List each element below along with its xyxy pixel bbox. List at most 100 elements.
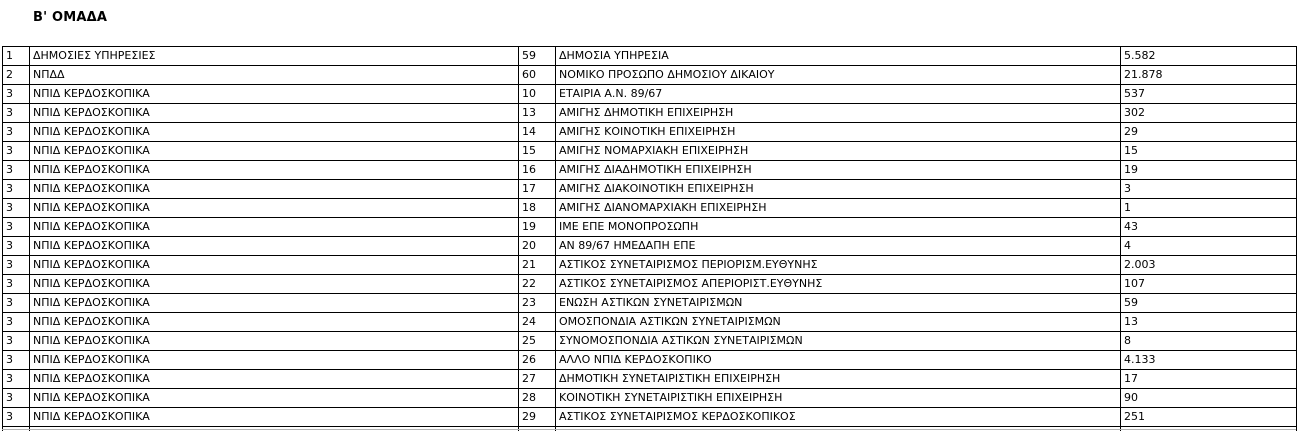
- cell-legal-form-code: 24: [518, 312, 556, 332]
- cell-legal-form-description: ΑΣΤΙΚΟΣ ΣΥΝΕΤΑΙΡΙΣΜΟΣ ΠΕΡΙΟΡΙΣΜ.ΕΥΘΥΝΗΣ: [555, 255, 1121, 275]
- cell-legal-form-description: ΑΛΛΟ ΝΠΙΔ ΚΕΡΔΟΣΚΟΠΙΚΟ: [555, 350, 1121, 370]
- cell-group-name: [29, 426, 519, 431]
- cell-count: 2.003: [1120, 255, 1297, 275]
- table-row: 3 ΝΠΙΔ ΚΕΡΔΟΣΚΟΠΙΚΑ 20 ΑΝ 89/67 ΗΜΕΔΑΠΗ …: [2, 236, 1297, 256]
- cell-group-name: ΝΠΙΔ ΚΕΡΔΟΣΚΟΠΙΚΑ: [29, 198, 519, 218]
- cell-count: 21.878: [1120, 65, 1297, 85]
- cell-group-number: 1: [2, 46, 30, 66]
- table-row: 2 ΝΠΔΔ 60 ΝΟΜΙΚΟ ΠΡΟΣΩΠΟ ΔΗΜΟΣΙΟΥ ΔΙΚΑΙΟ…: [2, 65, 1297, 85]
- cell-legal-form-code: 19: [518, 217, 556, 237]
- table-row-cutoff: [2, 426, 1297, 431]
- cell-legal-form-description: ΑΜΙΓΗΣ ΚΟΙΝΟΤΙΚΗ ΕΠΙΧΕΙΡΗΣΗ: [555, 122, 1121, 142]
- cell-legal-form-description: ΑΣΤΙΚΟΣ ΣΥΝΕΤΑΙΡΙΣΜΟΣ ΑΠΕΡΙΟΡΙΣΤ.ΕΥΘΥΝΗΣ: [555, 274, 1121, 294]
- cell-legal-form-code: 15: [518, 141, 556, 161]
- cell-legal-form-description: ΝΟΜΙΚΟ ΠΡΟΣΩΠΟ ΔΗΜΟΣΙΟΥ ΔΙΚΑΙΟΥ: [555, 65, 1121, 85]
- table-row: 3 ΝΠΙΔ ΚΕΡΔΟΣΚΟΠΙΚΑ 24 ΟΜΟΣΠΟΝΔΙΑ ΑΣΤΙΚΩ…: [2, 312, 1297, 332]
- cell-group-number: 3: [2, 103, 30, 123]
- cell-group-name: ΔΗΜΟΣΙΕΣ ΥΠΗΡΕΣΙΕΣ: [29, 46, 519, 66]
- cell-legal-form-code: 21: [518, 255, 556, 275]
- cell-legal-form-code: 10: [518, 84, 556, 104]
- cell-group-name: ΝΠΙΔ ΚΕΡΔΟΣΚΟΠΙΚΑ: [29, 141, 519, 161]
- cell-legal-form-description: ΑΜΙΓΗΣ ΔΙΑΝΟΜΑΡΧΙΑΚΗ ΕΠΙΧΕΙΡΗΣΗ: [555, 198, 1121, 218]
- cell-group-number: 3: [2, 84, 30, 104]
- cell-group-number: 3: [2, 160, 30, 180]
- cell-group-name: ΝΠΙΔ ΚΕΡΔΟΣΚΟΠΙΚΑ: [29, 293, 519, 313]
- cell-count: [1120, 426, 1297, 431]
- cell-group-name: ΝΠΙΔ ΚΕΡΔΟΣΚΟΠΙΚΑ: [29, 122, 519, 142]
- cell-group-number: 3: [2, 274, 30, 294]
- cell-legal-form-description: [555, 426, 1121, 431]
- cell-legal-form-code: 27: [518, 369, 556, 389]
- cell-legal-form-description: ΕΝΩΣΗ ΑΣΤΙΚΩΝ ΣΥΝΕΤΑΙΡΙΣΜΩΝ: [555, 293, 1121, 313]
- cell-group-name: ΝΠΙΔ ΚΕΡΔΟΣΚΟΠΙΚΑ: [29, 179, 519, 199]
- cell-group-number: 3: [2, 122, 30, 142]
- cell-group-number: 3: [2, 369, 30, 389]
- cell-legal-form-description: ΔΗΜΟΤΙΚΗ ΣΥΝΕΤΑΙΡΙΣΤΙΚΗ ΕΠΙΧΕΙΡΗΣΗ: [555, 369, 1121, 389]
- cell-legal-form-code: 13: [518, 103, 556, 123]
- cell-count: 4: [1120, 236, 1297, 256]
- cell-legal-form-description: ΔΗΜΟΣΙΑ ΥΠΗΡΕΣΙΑ: [555, 46, 1121, 66]
- cell-count: 302: [1120, 103, 1297, 123]
- cell-group-name: ΝΠΔΔ: [29, 65, 519, 85]
- cell-group-number: 3: [2, 312, 30, 332]
- table-row: 3 ΝΠΙΔ ΚΕΡΔΟΣΚΟΠΙΚΑ 15 ΑΜΙΓΗΣ ΝΟΜΑΡΧΙΑΚΗ…: [2, 141, 1297, 161]
- table-row: 3 ΝΠΙΔ ΚΕΡΔΟΣΚΟΠΙΚΑ 27 ΔΗΜΟΤΙΚΗ ΣΥΝΕΤΑΙΡ…: [2, 369, 1297, 389]
- cell-count: 1: [1120, 198, 1297, 218]
- cell-group-number: 3: [2, 293, 30, 313]
- cell-legal-form-code: 20: [518, 236, 556, 256]
- table-row: 3 ΝΠΙΔ ΚΕΡΔΟΣΚΟΠΙΚΑ 18 ΑΜΙΓΗΣ ΔΙΑΝΟΜΑΡΧΙ…: [2, 198, 1297, 218]
- cell-legal-form-code: 29: [518, 407, 556, 427]
- table-row: 3 ΝΠΙΔ ΚΕΡΔΟΣΚΟΠΙΚΑ 10 ΕΤΑΙΡΙΑ Α.Ν. 89/6…: [2, 84, 1297, 104]
- table-row: 3 ΝΠΙΔ ΚΕΡΔΟΣΚΟΠΙΚΑ 29 ΑΣΤΙΚΟΣ ΣΥΝΕΤΑΙΡΙ…: [2, 407, 1297, 427]
- table-row: 3 ΝΠΙΔ ΚΕΡΔΟΣΚΟΠΙΚΑ 13 ΑΜΙΓΗΣ ΔΗΜΟΤΙΚΗ Ε…: [2, 103, 1297, 123]
- table-row: 3 ΝΠΙΔ ΚΕΡΔΟΣΚΟΠΙΚΑ 22 ΑΣΤΙΚΟΣ ΣΥΝΕΤΑΙΡΙ…: [2, 274, 1297, 294]
- cell-legal-form-description: ΑΣΤΙΚΟΣ ΣΥΝΕΤΑΙΡΙΣΜΟΣ ΚΕΡΔΟΣΚΟΠΙΚΟΣ: [555, 407, 1121, 427]
- cell-count: 19: [1120, 160, 1297, 180]
- cell-legal-form-code: 59: [518, 46, 556, 66]
- cell-legal-form-code: 26: [518, 350, 556, 370]
- cell-group-number: 3: [2, 179, 30, 199]
- table-row: 3 ΝΠΙΔ ΚΕΡΔΟΣΚΟΠΙΚΑ 16 ΑΜΙΓΗΣ ΔΙΑΔΗΜΟΤΙΚ…: [2, 160, 1297, 180]
- table-row: 3 ΝΠΙΔ ΚΕΡΔΟΣΚΟΠΙΚΑ 19 ΙΜΕ ΕΠΕ ΜΟΝΟΠΡΟΣΩ…: [2, 217, 1297, 237]
- cell-count: 4.133: [1120, 350, 1297, 370]
- cell-group-name: ΝΠΙΔ ΚΕΡΔΟΣΚΟΠΙΚΑ: [29, 255, 519, 275]
- cell-count: 43: [1120, 217, 1297, 237]
- cell-count: 13: [1120, 312, 1297, 332]
- cell-count: 17: [1120, 369, 1297, 389]
- cell-legal-form-description: ΚΟΙΝΟΤΙΚΗ ΣΥΝΕΤΑΙΡΙΣΤΙΚΗ ΕΠΙΧΕΙΡΗΣΗ: [555, 388, 1121, 408]
- cell-count: 29: [1120, 122, 1297, 142]
- cell-count: 251: [1120, 407, 1297, 427]
- cell-group-number: 3: [2, 388, 30, 408]
- cell-legal-form-description: ΑΜΙΓΗΣ ΔΙΑΔΗΜΟΤΙΚΗ ΕΠΙΧΕΙΡΗΣΗ: [555, 160, 1121, 180]
- cell-count: 8: [1120, 331, 1297, 351]
- cell-legal-form-description: ΑΝ 89/67 ΗΜΕΔΑΠΗ ΕΠΕ: [555, 236, 1121, 256]
- table-row: 3 ΝΠΙΔ ΚΕΡΔΟΣΚΟΠΙΚΑ 14 ΑΜΙΓΗΣ ΚΟΙΝΟΤΙΚΗ …: [2, 122, 1297, 142]
- cell-group-name: ΝΠΙΔ ΚΕΡΔΟΣΚΟΠΙΚΑ: [29, 331, 519, 351]
- cell-legal-form-description: ΟΜΟΣΠΟΝΔΙΑ ΑΣΤΙΚΩΝ ΣΥΝΕΤΑΙΡΙΣΜΩΝ: [555, 312, 1121, 332]
- cell-legal-form-code: [518, 426, 556, 431]
- cell-count: 59: [1120, 293, 1297, 313]
- cell-group-name: ΝΠΙΔ ΚΕΡΔΟΣΚΟΠΙΚΑ: [29, 160, 519, 180]
- cell-group-name: ΝΠΙΔ ΚΕΡΔΟΣΚΟΠΙΚΑ: [29, 236, 519, 256]
- cell-count: 107: [1120, 274, 1297, 294]
- cell-legal-form-code: 14: [518, 122, 556, 142]
- cell-group-name: ΝΠΙΔ ΚΕΡΔΟΣΚΟΠΙΚΑ: [29, 84, 519, 104]
- cell-group-name: ΝΠΙΔ ΚΕΡΔΟΣΚΟΠΙΚΑ: [29, 350, 519, 370]
- cell-legal-form-code: 28: [518, 388, 556, 408]
- cell-group-number: 3: [2, 255, 30, 275]
- cell-group-number: 2: [2, 65, 30, 85]
- table-row: 3 ΝΠΙΔ ΚΕΡΔΟΣΚΟΠΙΚΑ 26 ΑΛΛΟ ΝΠΙΔ ΚΕΡΔΟΣΚ…: [2, 350, 1297, 370]
- cell-legal-form-code: 25: [518, 331, 556, 351]
- cell-group-number: 3: [2, 236, 30, 256]
- cell-group-name: ΝΠΙΔ ΚΕΡΔΟΣΚΟΠΙΚΑ: [29, 388, 519, 408]
- table-row: 1 ΔΗΜΟΣΙΕΣ ΥΠΗΡΕΣΙΕΣ 59 ΔΗΜΟΣΙΑ ΥΠΗΡΕΣΙΑ…: [2, 46, 1297, 66]
- cell-group-name: ΝΠΙΔ ΚΕΡΔΟΣΚΟΠΙΚΑ: [29, 312, 519, 332]
- cell-group-number: [2, 426, 30, 431]
- cell-legal-form-description: ΑΜΙΓΗΣ ΔΗΜΟΤΙΚΗ ΕΠΙΧΕΙΡΗΣΗ: [555, 103, 1121, 123]
- table-row: 3 ΝΠΙΔ ΚΕΡΔΟΣΚΟΠΙΚΑ 28 ΚΟΙΝΟΤΙΚΗ ΣΥΝΕΤΑΙ…: [2, 388, 1297, 408]
- cell-group-number: 3: [2, 198, 30, 218]
- cell-legal-form-code: 23: [518, 293, 556, 313]
- cell-count: 3: [1120, 179, 1297, 199]
- cell-count: 5.582: [1120, 46, 1297, 66]
